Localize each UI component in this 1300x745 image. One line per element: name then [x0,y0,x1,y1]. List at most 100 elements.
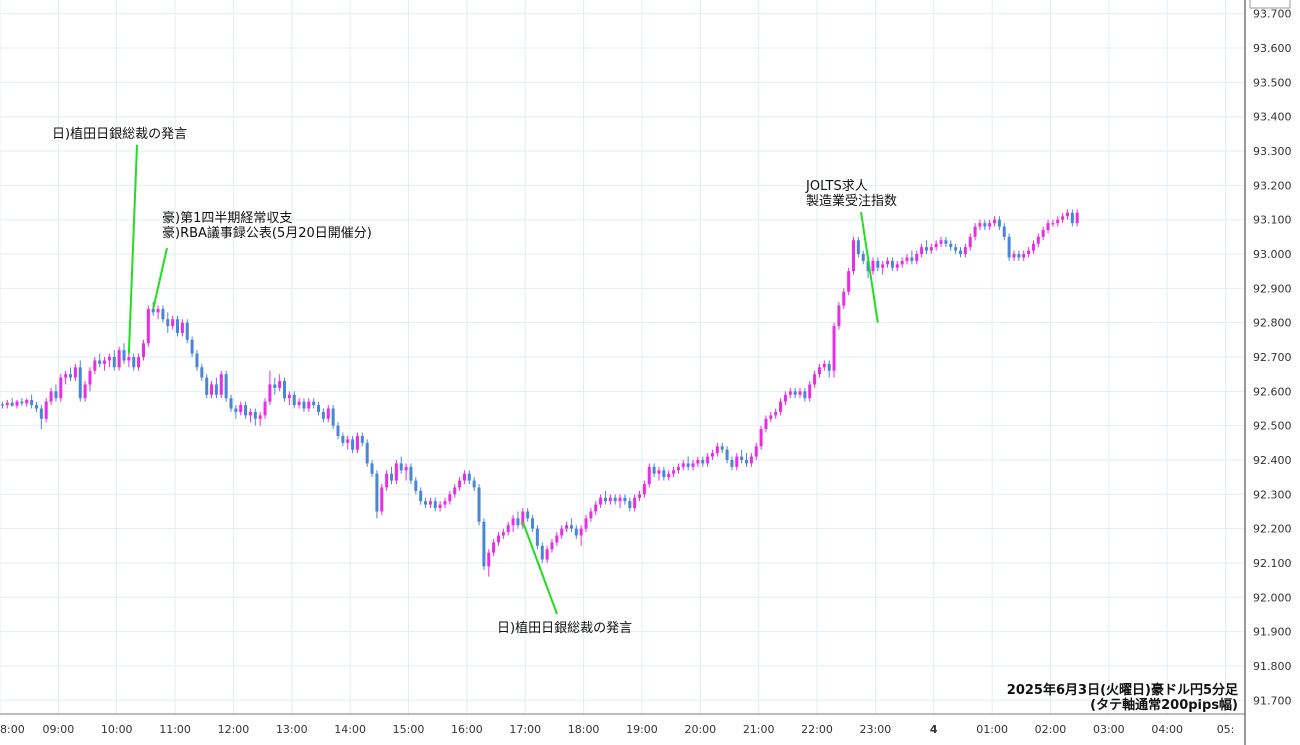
candle-body [268,384,272,402]
candle-body [331,408,335,426]
candle [555,532,559,546]
candle-body [535,528,539,546]
candle [433,497,437,512]
candle-body [117,350,121,368]
candle [667,470,671,481]
candle-body [929,247,933,251]
candle-body [788,391,792,395]
candle-body [292,394,296,406]
candle [1061,212,1065,224]
candle-body [779,401,783,412]
candle-body [550,542,554,550]
price-tick-label: 92.600 [1253,385,1292,398]
candle [496,532,500,546]
candle-body [720,446,724,450]
candle-body [599,497,603,505]
candle-body [774,411,778,416]
candle [1007,233,1011,261]
candle-body [185,322,189,340]
candle-body [312,401,316,406]
candle [248,408,252,423]
candle [920,243,924,258]
candle [224,370,228,402]
candle [608,494,612,505]
candle-body [521,511,525,526]
time-tick-label: 13:00 [276,723,308,736]
candle-body [813,374,817,385]
candle-body [346,439,350,443]
candle-body [409,466,413,481]
candle [958,247,963,258]
candle-body [613,497,617,502]
candle [268,370,272,406]
candle-body [638,494,642,498]
candle [448,490,452,505]
candle [1022,250,1026,261]
candle [647,463,651,488]
candle-body [93,360,97,371]
candle [287,391,291,406]
candle [244,401,248,419]
candle [511,514,515,533]
candle [954,243,958,255]
candle-body [511,518,515,526]
candle [336,422,340,440]
candle-body [137,357,141,368]
candle-body [244,405,248,416]
candle [380,484,384,515]
candle [1031,240,1035,255]
candle-body [691,463,695,467]
candle [623,494,627,505]
candle-body [881,264,885,268]
candle-body [341,435,345,443]
candle [307,398,311,412]
candle [176,315,180,337]
caption-line: (タテ軸通常200pips幅) [1090,697,1238,713]
candle-body [886,260,890,265]
candle [409,463,413,485]
candle-body [5,402,9,406]
candle-body [161,308,165,320]
candle [487,549,491,577]
candle-body [1002,226,1006,237]
price-tick-label: 92.800 [1253,317,1292,330]
candle [341,432,345,447]
candle [88,367,92,392]
candle [73,363,77,382]
candle [229,394,233,412]
price-tick-label: 93.700 [1253,8,1292,21]
annotation-lines [127,144,879,615]
candle [44,398,48,423]
candle [715,442,719,457]
candle [458,477,462,491]
candle-body [360,435,364,443]
price-tick-label: 92.200 [1253,523,1292,536]
candle [317,401,321,416]
candle [34,401,38,412]
candle [1070,209,1074,227]
candle [526,508,530,522]
candle-body [229,398,233,409]
price-tick-label: 92.500 [1253,420,1292,433]
candle [263,398,267,419]
candle [385,470,389,491]
candle [132,353,136,371]
candle [389,466,394,485]
candle [779,398,783,416]
candle-body [380,487,384,512]
candle [949,240,953,251]
candle-body [370,463,374,474]
candle [638,490,642,502]
candle [20,398,24,406]
candle [749,453,753,467]
candle [672,466,676,478]
candle [492,538,496,557]
candle [1027,247,1031,258]
candle-body [428,501,432,505]
candles [0,209,1079,577]
candle-body [49,391,53,402]
candle [501,528,505,539]
candle [1036,233,1040,248]
candle [1065,209,1069,220]
